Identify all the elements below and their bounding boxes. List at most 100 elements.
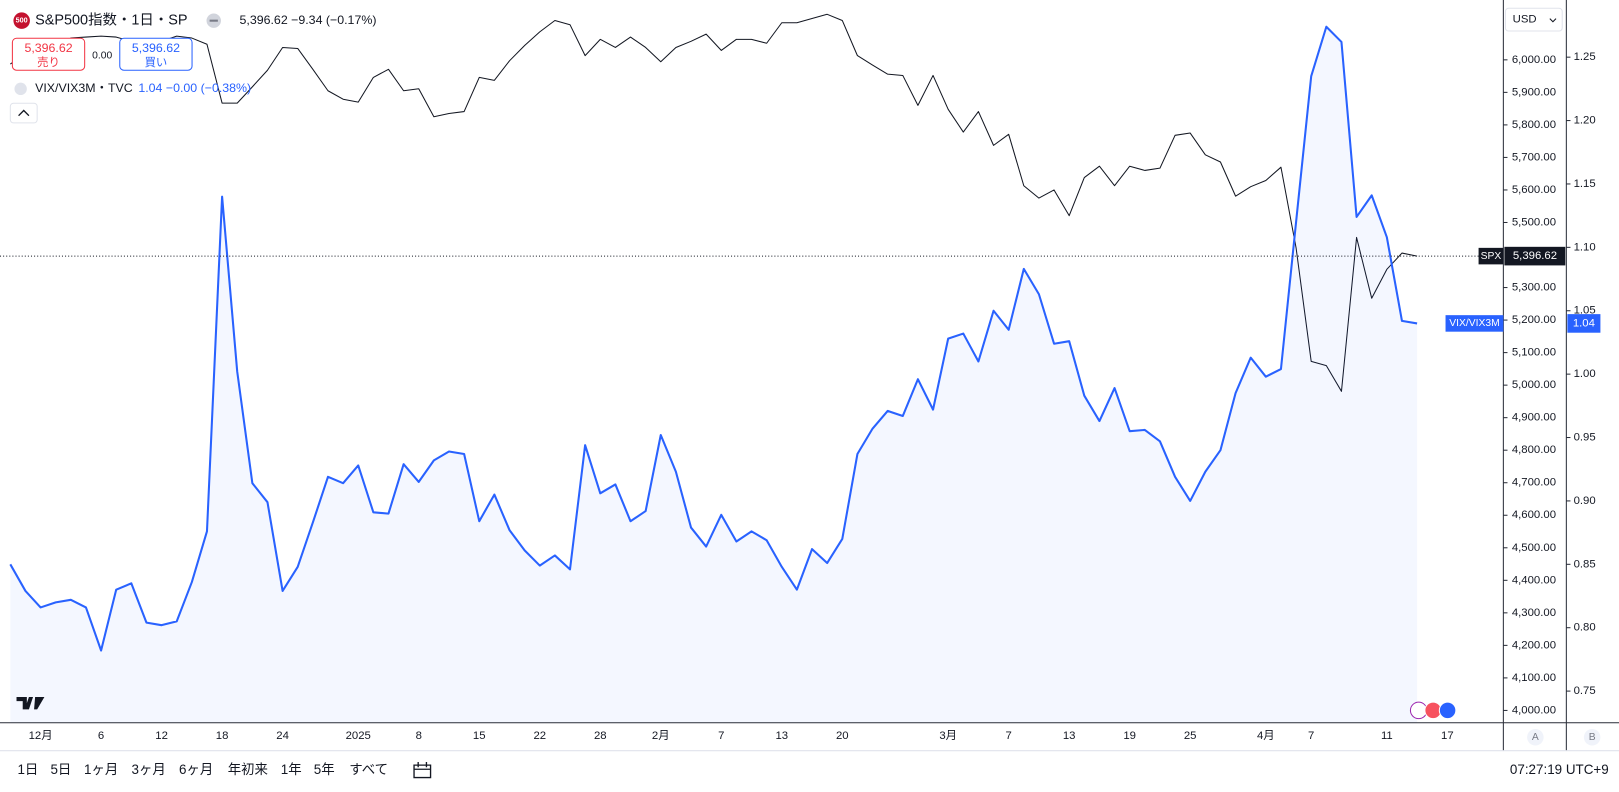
- x-tick-label: 20: [836, 730, 849, 742]
- x-tick-label: 15: [473, 730, 486, 742]
- y2-tick-label: 1.05: [1574, 305, 1596, 317]
- currency-button[interactable]: [1504, 7, 1563, 32]
- y-tick-label: 5,800.00: [1512, 119, 1556, 131]
- y-tick-label: 4,000.00: [1512, 704, 1556, 716]
- y-tick-label: 4,100.00: [1512, 672, 1556, 684]
- scale-button-label[interactable]: A: [1532, 732, 1539, 743]
- y-tick-label: 5,300.00: [1512, 282, 1556, 294]
- x-tick-label: 7: [718, 730, 724, 742]
- y-tick-label: 5,500.00: [1512, 216, 1556, 228]
- y-tick-label: 5,900.00: [1512, 86, 1556, 98]
- sell-label: 売り: [37, 56, 60, 69]
- y-tick-label: 4,200.00: [1512, 639, 1556, 651]
- time-range-button[interactable]: 6ヶ月: [179, 762, 213, 777]
- x-tick-label: 25: [1184, 730, 1197, 742]
- scale-button-label[interactable]: B: [1589, 732, 1596, 743]
- y-tick-label: 4,800.00: [1512, 444, 1556, 456]
- y2-tick-label: 0.95: [1574, 432, 1596, 444]
- collapse-button[interactable]: [9, 102, 38, 124]
- x-tick-label: 6: [98, 730, 104, 742]
- x-tick-label: 17: [1441, 730, 1454, 742]
- currency: USD: [1513, 14, 1537, 26]
- symbol-badge-text: 500: [16, 16, 28, 25]
- y2-tick-label: 0.85: [1574, 558, 1596, 570]
- series-name: SPX: [1481, 251, 1502, 262]
- series-line: [10, 13, 1418, 392]
- x-tick-label: 22: [533, 730, 546, 742]
- y-tick-label: 4,500.00: [1512, 542, 1556, 554]
- time-range-button[interactable]: 1年: [281, 762, 302, 777]
- series-name: VIX/VIX3M: [1449, 318, 1499, 329]
- x-tick-label: 7: [1006, 730, 1012, 742]
- legend: 500 S&P500指数・1日・SP 5,396.62 −9.34 (−0.17…: [9, 7, 1609, 779]
- currency-caret: [1549, 18, 1557, 23]
- series-name-tag: [1478, 247, 1504, 265]
- y2-tick-label: 0.80: [1574, 622, 1596, 634]
- series-name-tag: [1445, 315, 1504, 332]
- buy-price: 5,396.62: [132, 41, 180, 55]
- y-tick-label: 6,000.00: [1512, 54, 1556, 66]
- y-tick-label: 4,700.00: [1512, 477, 1556, 489]
- y-tick-label: 5,200.00: [1512, 314, 1556, 326]
- y2-tick-label: 1.25: [1574, 51, 1596, 63]
- time-range-button[interactable]: すべて: [349, 762, 388, 777]
- y2-tick-label: 1.20: [1574, 115, 1596, 127]
- y2-tick-label: 0.75: [1574, 685, 1596, 697]
- x-tick-label: 28: [594, 730, 607, 742]
- y2-tick-label: 1.00: [1574, 368, 1596, 380]
- symbol-title[interactable]: S&P500指数・1日・SP: [35, 11, 187, 28]
- logo: [16, 696, 45, 710]
- series-line: [9, 25, 1418, 652]
- last-value-label: 1.04: [1573, 317, 1595, 329]
- y-tick-label: 4,900.00: [1512, 412, 1556, 424]
- buy-label: 買い: [145, 56, 168, 69]
- y-tick-label: 4,400.00: [1512, 574, 1556, 586]
- last-value-tag: [1567, 314, 1601, 333]
- scale-button[interactable]: [1527, 728, 1544, 746]
- compare-title[interactable]: VIX/VIX3M・TVC: [35, 81, 133, 95]
- y-tick-label: 5,700.00: [1512, 151, 1556, 163]
- y2-tick-label: 0.90: [1574, 495, 1596, 507]
- x-tick-label: 3月: [939, 730, 957, 742]
- time-range-button[interactable]: 3ヶ月: [132, 762, 166, 777]
- y-tick-label: 4,300.00: [1512, 607, 1556, 619]
- y-tick-label: 4,600.00: [1512, 509, 1556, 521]
- x-tick-label: 13: [775, 730, 788, 742]
- x-tick-label: 13: [1063, 730, 1076, 742]
- clock[interactable]: 07:27:19 UTC+9: [1510, 762, 1609, 777]
- buy-button[interactable]: [119, 37, 193, 71]
- spread: 0.00: [92, 51, 112, 62]
- symbol-badge: [13, 12, 30, 29]
- sell-button[interactable]: [11, 37, 86, 71]
- plot-area: [9, 13, 1418, 723]
- x-tick-label: 2025: [346, 730, 371, 742]
- compare-icon: [14, 82, 27, 96]
- time-range-button[interactable]: 1ヶ月: [84, 762, 118, 777]
- time-range-button[interactable]: 5年: [314, 762, 335, 777]
- y2-tick-label: 1.10: [1574, 241, 1596, 253]
- last-value-label: 5,396.62: [1513, 250, 1557, 262]
- x-tick-label: 18: [216, 730, 229, 742]
- y-tick-label: 5,000.00: [1512, 379, 1556, 391]
- x-tick-label: 12月: [29, 730, 53, 742]
- event-icon[interactable]: [1438, 701, 1457, 720]
- status-icon: [209, 19, 218, 22]
- time-range-button[interactable]: 1日: [17, 762, 38, 777]
- x-tick-label: 12: [155, 730, 168, 742]
- x-tick-label: 7: [1308, 730, 1314, 742]
- x-tick-label: 4月: [1257, 730, 1275, 742]
- time-range-button[interactable]: 5日: [50, 762, 71, 777]
- sell-price: 5,396.62: [24, 41, 72, 55]
- collapse-icon: [18, 109, 30, 117]
- x-tick-label: 8: [416, 730, 422, 742]
- quote: 5,396.62 −9.34 (−0.17%): [240, 13, 377, 27]
- x-tick-label: 2月: [652, 730, 670, 742]
- x-tick-label: 11: [1381, 730, 1393, 742]
- y2-tick-label: 1.15: [1574, 178, 1596, 190]
- scale-button[interactable]: [1583, 728, 1601, 746]
- time-range-button[interactable]: 年初来: [228, 762, 268, 777]
- y-tick-label: 5,600.00: [1512, 184, 1556, 196]
- date-range-icon[interactable]: [413, 762, 432, 779]
